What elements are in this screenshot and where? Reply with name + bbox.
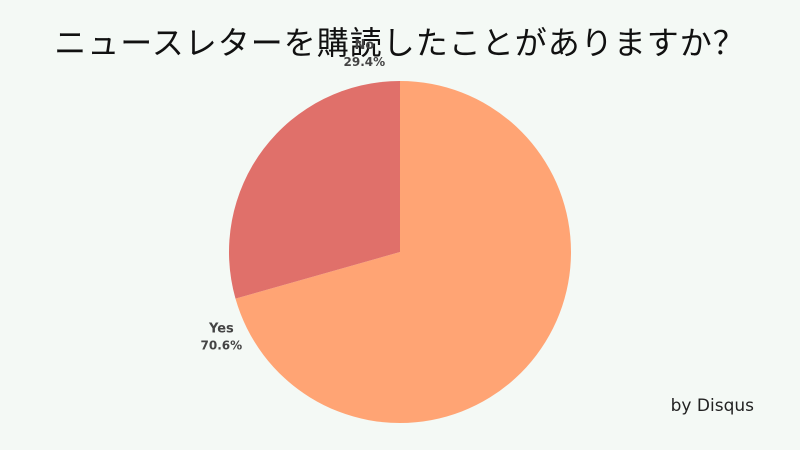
slice-value-yes: 70.6%: [201, 339, 243, 353]
slice-value-no: 29.4%: [344, 55, 386, 69]
pie-slice-no: [229, 81, 400, 299]
chart-title: ニュースレターを購読したことがありますか？: [54, 24, 746, 62]
pie-slice-yes: [235, 81, 572, 423]
slice-label-no: No: [354, 38, 374, 53]
source-credit: by Disqus: [670, 396, 754, 416]
slice-label-yes: Yes: [208, 322, 234, 337]
